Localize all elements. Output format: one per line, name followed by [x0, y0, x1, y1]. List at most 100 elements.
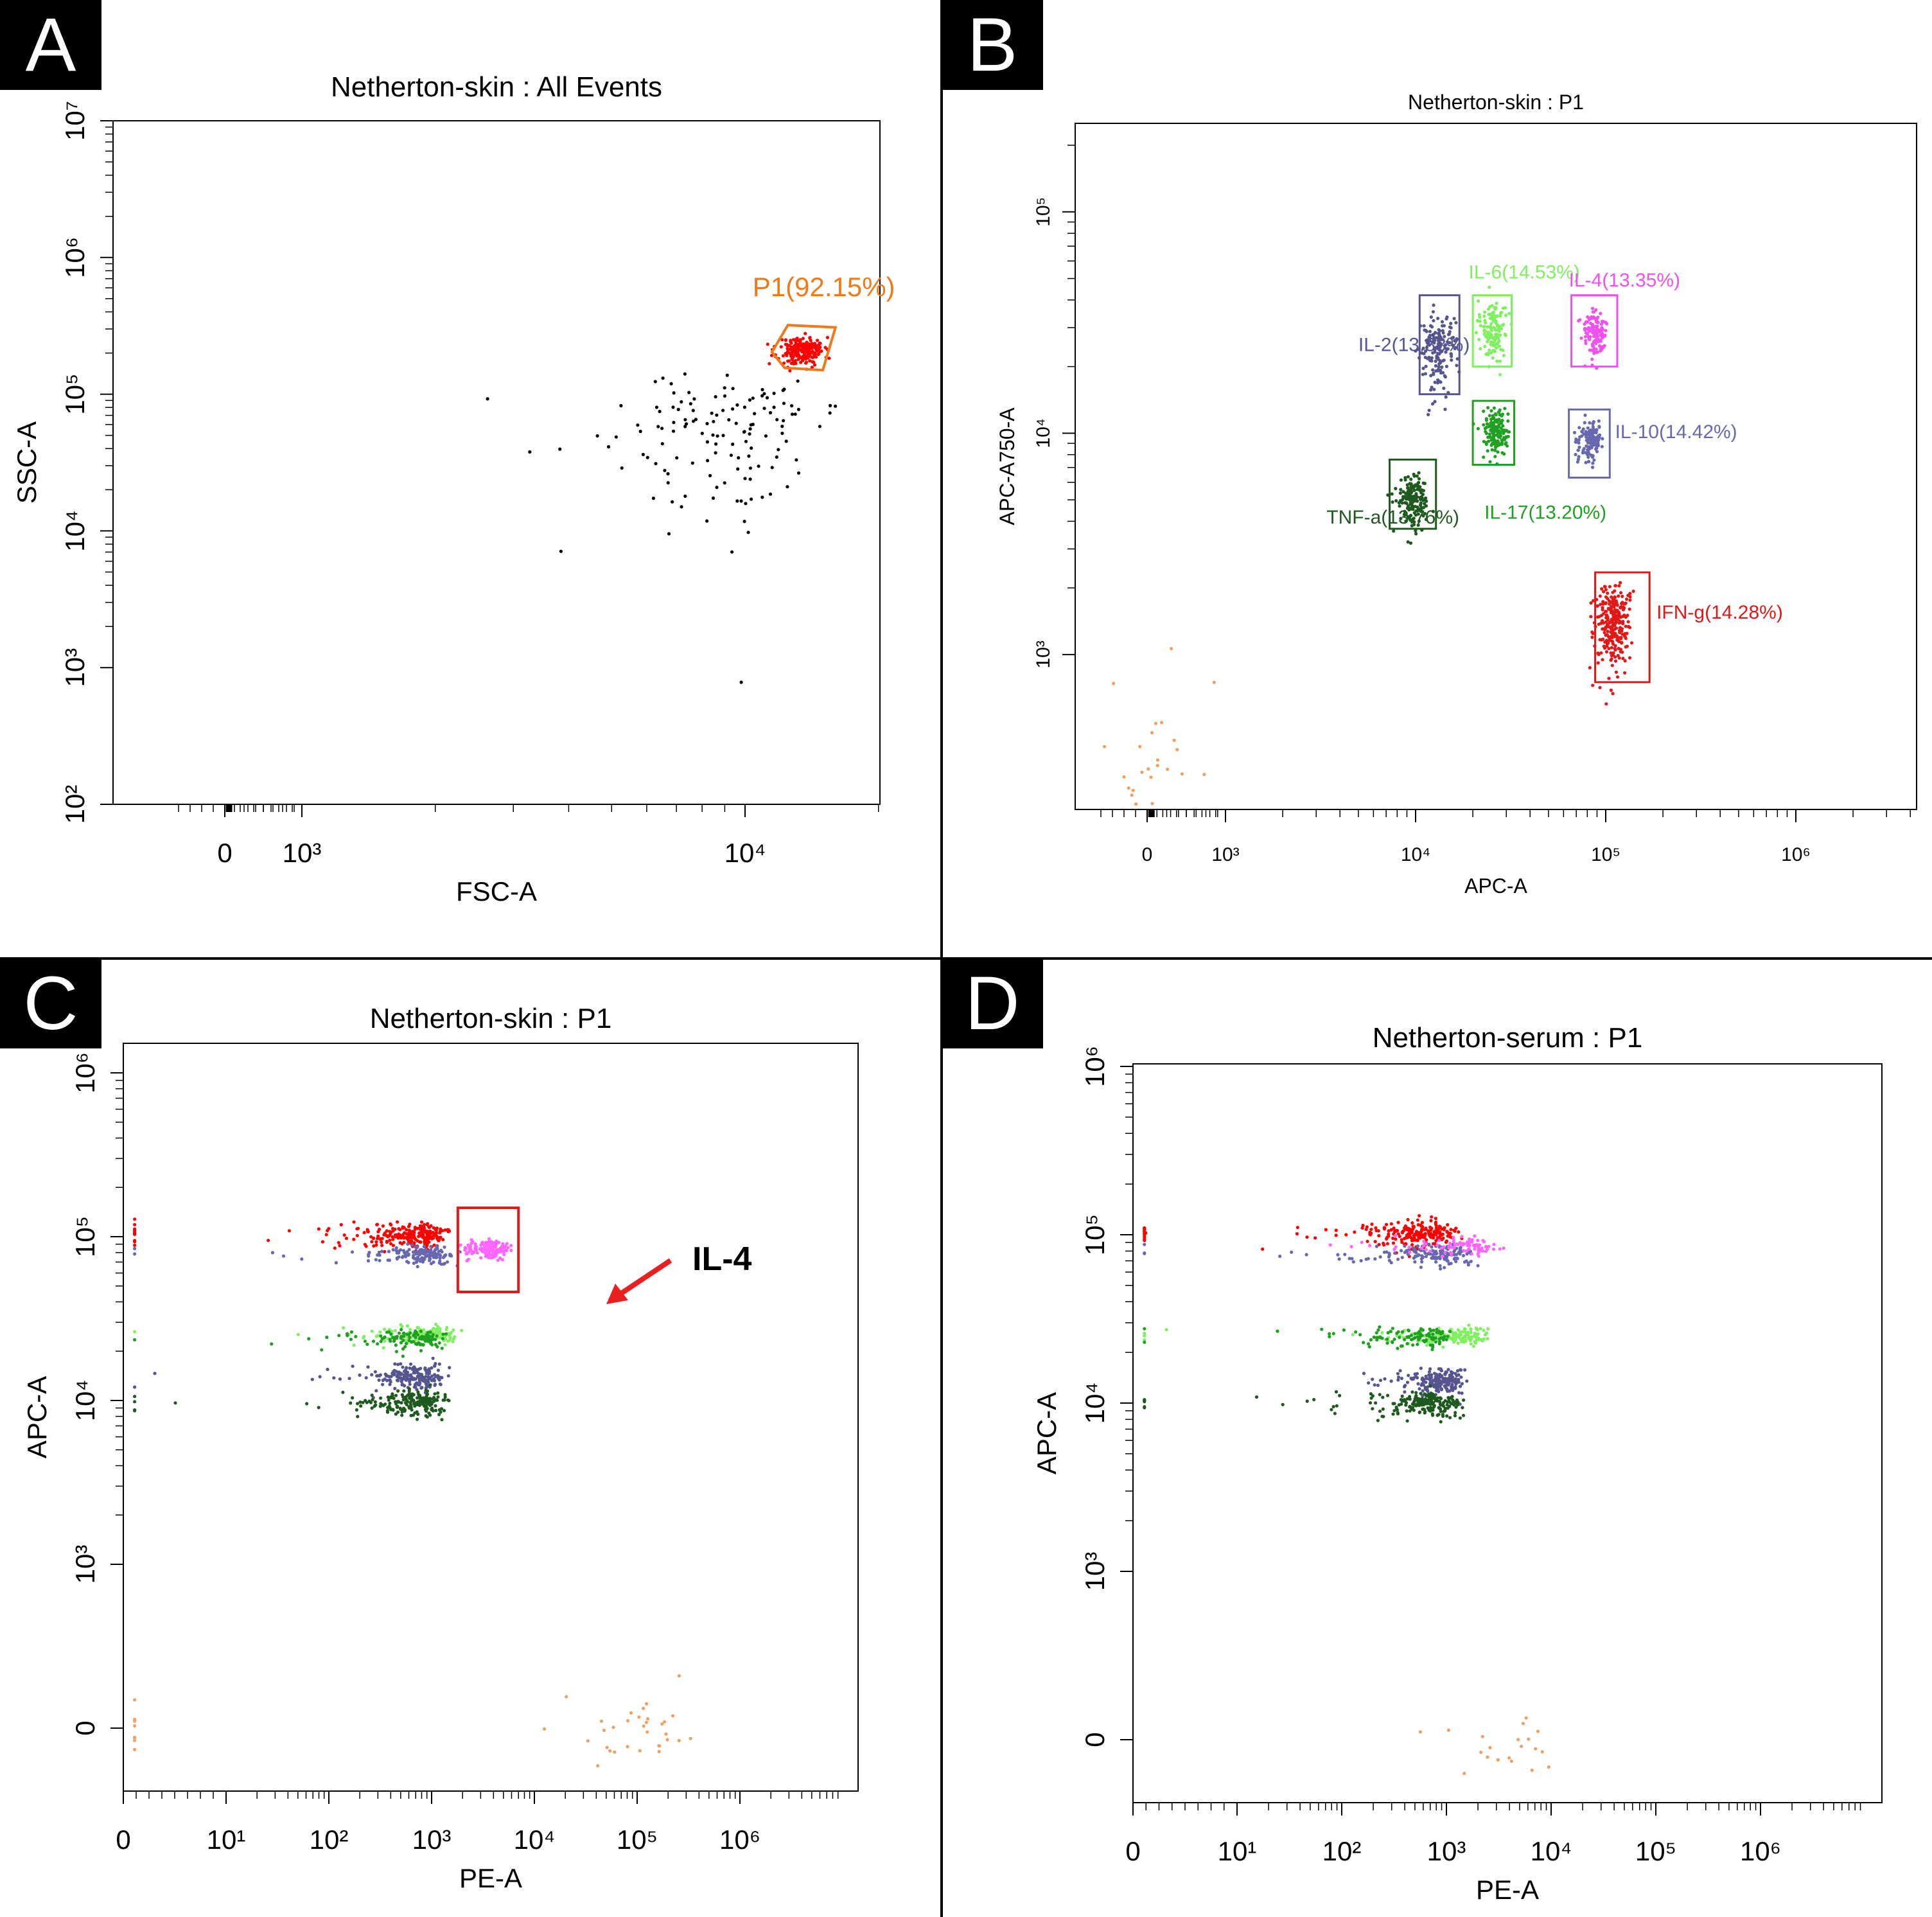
data-point: [385, 1241, 389, 1244]
data-point: [1620, 621, 1624, 624]
data-point: [1452, 1237, 1455, 1241]
data-point: [441, 1398, 445, 1402]
data-point: [1600, 319, 1604, 323]
x-tick-label: 10¹: [1218, 1836, 1257, 1866]
data-point: [800, 346, 804, 349]
data-point: [801, 355, 805, 358]
data-point: [480, 1241, 484, 1245]
data-point: [1455, 1403, 1459, 1407]
data-point: [1490, 448, 1494, 452]
data-point: [468, 1244, 473, 1248]
data-point: [1572, 430, 1577, 435]
data-point: [494, 1249, 498, 1253]
population-events: [133, 1674, 692, 1768]
data-point: [1603, 344, 1606, 348]
data-point: [666, 481, 670, 485]
data-point: [1401, 1330, 1405, 1334]
data-point: [1486, 406, 1490, 410]
data-point: [1628, 656, 1632, 660]
data-point: [402, 1334, 406, 1338]
data-point: [1403, 1390, 1407, 1394]
data-point: [440, 1375, 444, 1379]
data-point: [1420, 1254, 1424, 1258]
data-point: [442, 1409, 446, 1413]
data-point: [1362, 1341, 1366, 1345]
data-point: [1368, 1244, 1372, 1248]
data-point: [1492, 434, 1496, 438]
data-point: [1584, 341, 1588, 346]
data-point: [1425, 1394, 1428, 1398]
data-point: [1498, 434, 1502, 438]
data-point: [1496, 333, 1500, 337]
data-point: [1420, 1221, 1424, 1224]
data-point: [1437, 1239, 1441, 1242]
data-point: [1430, 1256, 1434, 1260]
data-point: [1392, 1226, 1396, 1230]
data-point: [1448, 1235, 1452, 1239]
data-point: [1394, 1233, 1398, 1238]
data-point: [1430, 1215, 1434, 1219]
data-point: [1143, 1399, 1146, 1402]
data-point: [729, 454, 733, 457]
data-point: [1403, 1224, 1407, 1228]
data-point: [412, 1399, 416, 1403]
data-point: [1423, 511, 1427, 516]
data-point: [1385, 1341, 1389, 1345]
data-point: [489, 1242, 493, 1246]
data-point: [760, 394, 764, 398]
data-point: [1434, 1224, 1438, 1228]
data-point: [448, 1332, 452, 1336]
data-point: [359, 1404, 363, 1408]
data-point: [415, 1417, 419, 1421]
data-point: [418, 1234, 422, 1238]
data-point: [339, 1223, 343, 1226]
data-point: [1452, 1400, 1455, 1404]
data-point: [1607, 647, 1611, 651]
y-axis-label: APC-A750-A: [996, 407, 1019, 526]
data-point: [1447, 1376, 1451, 1380]
data-point: [748, 432, 751, 436]
data-point: [1423, 355, 1427, 359]
data-point: [426, 1222, 430, 1226]
data-point: [1421, 1389, 1425, 1393]
data-point: [416, 1400, 419, 1404]
gate-label: IL-2(13.83%): [1358, 334, 1470, 355]
data-point: [1620, 627, 1624, 631]
data-point: [1594, 342, 1598, 346]
gate: TNF-a(13.76%): [1326, 458, 1459, 530]
data-point: [781, 354, 785, 358]
data-point: [355, 1408, 359, 1412]
data-point: [410, 1392, 414, 1396]
data-point: [1455, 1257, 1459, 1260]
data-point: [1412, 1250, 1416, 1253]
data-point: [133, 1747, 137, 1751]
data-point: [399, 1372, 403, 1375]
data-point: [440, 1347, 444, 1350]
data-point: [396, 1220, 400, 1224]
data-point: [1455, 364, 1459, 367]
data-point: [1613, 608, 1617, 612]
data-point: [1521, 1722, 1525, 1726]
data-point: [1276, 1329, 1279, 1333]
y-tick-label: 10³: [60, 648, 90, 687]
data-point: [1493, 326, 1497, 330]
data-point: [394, 1248, 398, 1252]
data-point: [565, 1695, 568, 1699]
gate: P1(92.15%): [753, 272, 895, 372]
data-point: [1491, 416, 1495, 420]
data-point: [383, 1339, 387, 1343]
data-point: [491, 1251, 495, 1255]
data-point: [1596, 661, 1600, 665]
data-point: [433, 1383, 437, 1386]
data-point: [1427, 1340, 1431, 1344]
data-point: [412, 1231, 416, 1235]
data-point: [416, 1257, 420, 1260]
data-point: [1474, 1326, 1479, 1330]
data-point: [1478, 1248, 1482, 1252]
data-point: [392, 1368, 396, 1372]
data-point: [1424, 364, 1428, 368]
data-point: [437, 1378, 441, 1382]
data-point: [1591, 454, 1595, 457]
data-point: [1452, 1240, 1455, 1244]
population-all-events: [486, 372, 838, 684]
